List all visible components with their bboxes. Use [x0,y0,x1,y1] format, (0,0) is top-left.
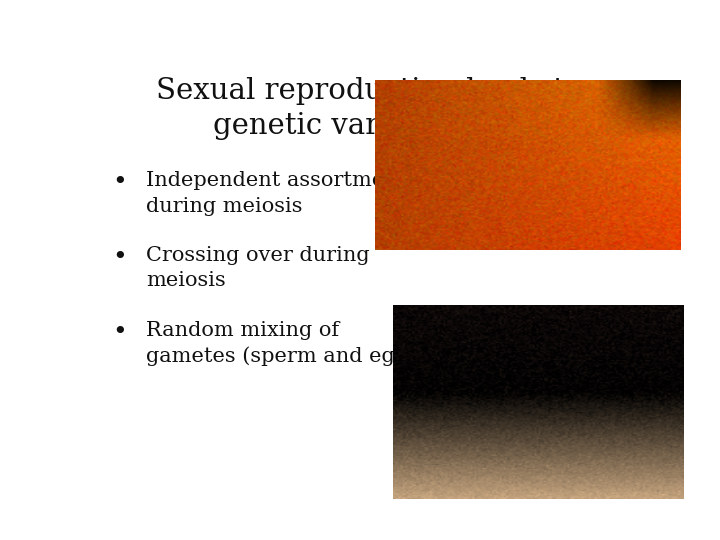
Text: Crossing over during
meiosis: Crossing over during meiosis [145,246,369,291]
Text: •: • [112,246,127,269]
Text: Sexual reproduction leads to
genetic variation via:: Sexual reproduction leads to genetic var… [156,77,582,140]
Text: Random mixing of
gametes (sperm and egg): Random mixing of gametes (sperm and egg) [145,321,416,366]
Text: •: • [112,171,127,194]
Text: Independent assortment
during meiosis: Independent assortment during meiosis [145,171,406,215]
Text: •: • [112,321,127,343]
